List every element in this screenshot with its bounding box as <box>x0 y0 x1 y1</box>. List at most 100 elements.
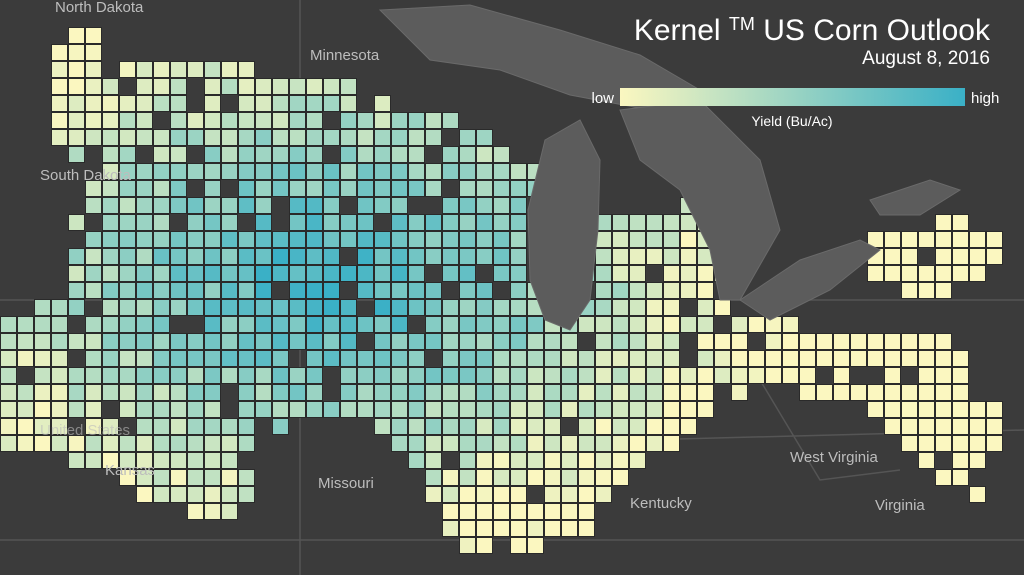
county <box>867 265 884 282</box>
county <box>238 78 255 95</box>
county <box>561 435 578 452</box>
county <box>102 129 119 146</box>
county <box>969 435 986 452</box>
county <box>170 350 187 367</box>
county <box>629 418 646 435</box>
county <box>85 78 102 95</box>
county <box>646 214 663 231</box>
county <box>714 299 731 316</box>
date: August 8, 2016 <box>862 48 990 69</box>
county <box>901 333 918 350</box>
county <box>884 384 901 401</box>
county <box>119 146 136 163</box>
county <box>442 112 459 129</box>
county <box>204 197 221 214</box>
county <box>306 231 323 248</box>
county <box>238 180 255 197</box>
county <box>119 469 136 486</box>
county <box>867 333 884 350</box>
county <box>289 180 306 197</box>
county <box>595 316 612 333</box>
county <box>374 384 391 401</box>
county <box>357 197 374 214</box>
county <box>901 384 918 401</box>
county <box>646 231 663 248</box>
county <box>119 435 136 452</box>
county <box>272 418 289 435</box>
county <box>357 231 374 248</box>
county <box>425 452 442 469</box>
county <box>204 146 221 163</box>
county <box>136 367 153 384</box>
county <box>527 537 544 554</box>
county <box>442 333 459 350</box>
county <box>646 367 663 384</box>
county <box>578 418 595 435</box>
county <box>391 333 408 350</box>
county <box>221 486 238 503</box>
county <box>459 469 476 486</box>
county <box>884 350 901 367</box>
county <box>357 112 374 129</box>
county <box>391 214 408 231</box>
county <box>697 401 714 418</box>
county <box>85 452 102 469</box>
county <box>986 248 1003 265</box>
county <box>17 384 34 401</box>
county <box>510 197 527 214</box>
county <box>51 333 68 350</box>
county <box>51 61 68 78</box>
county <box>238 248 255 265</box>
county <box>527 384 544 401</box>
county <box>425 180 442 197</box>
county <box>136 435 153 452</box>
county <box>391 299 408 316</box>
county <box>510 537 527 554</box>
county <box>391 163 408 180</box>
county <box>153 367 170 384</box>
county <box>510 520 527 537</box>
county <box>340 231 357 248</box>
county <box>442 350 459 367</box>
county <box>969 231 986 248</box>
county <box>187 503 204 520</box>
county <box>901 418 918 435</box>
county <box>646 299 663 316</box>
county <box>119 231 136 248</box>
county <box>85 435 102 452</box>
county <box>34 299 51 316</box>
map-label: Kentucky <box>630 495 692 512</box>
county <box>765 350 782 367</box>
county <box>187 282 204 299</box>
county <box>0 418 17 435</box>
county <box>425 418 442 435</box>
county <box>119 129 136 146</box>
county <box>102 163 119 180</box>
county <box>0 367 17 384</box>
county <box>408 180 425 197</box>
county <box>0 384 17 401</box>
county <box>952 384 969 401</box>
county <box>170 265 187 282</box>
county <box>102 231 119 248</box>
county <box>408 452 425 469</box>
county <box>357 367 374 384</box>
county <box>561 350 578 367</box>
county <box>680 418 697 435</box>
county <box>578 367 595 384</box>
county <box>561 486 578 503</box>
county <box>629 299 646 316</box>
map-label: Missouri <box>318 475 374 492</box>
county <box>952 367 969 384</box>
county <box>221 197 238 214</box>
county <box>544 333 561 350</box>
county <box>595 418 612 435</box>
county <box>85 95 102 112</box>
county <box>544 401 561 418</box>
county <box>476 401 493 418</box>
county <box>153 163 170 180</box>
county <box>901 248 918 265</box>
county <box>391 197 408 214</box>
county <box>289 146 306 163</box>
county <box>272 367 289 384</box>
